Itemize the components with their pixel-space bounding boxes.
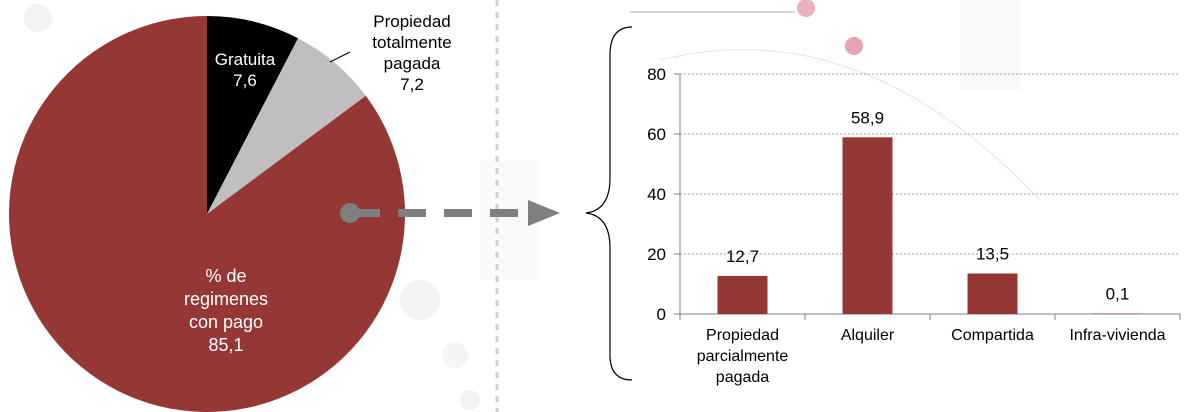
pie-slice-regimenes-con-pago: [9, 16, 406, 412]
y-tick-label: 40: [647, 185, 666, 204]
bar: [967, 273, 1018, 314]
pie-label-regimenes-con-pago: % de regimenes con pago 85,1: [184, 266, 268, 355]
pie-label-gratuita: Gratuita 7,6: [215, 50, 276, 90]
pie-label-propiedad-totalmente-pagada: Propiedad totalmente pagada 7,2: [372, 12, 451, 94]
bar-value-label: 58,9: [851, 108, 884, 127]
bar: [1092, 313, 1143, 314]
bar-value-label: 13,5: [976, 245, 1009, 264]
background-decoration: [24, 0, 1041, 410]
connector: [340, 200, 560, 226]
pie-chart: Gratuita 7,6 Propiedad totalmente pagada 7,2%…: [9, 12, 452, 412]
y-tick-label: 80: [647, 65, 666, 84]
connector-dot: [340, 203, 360, 223]
connector-arrowhead-icon: [528, 200, 560, 226]
y-tick-label: 20: [647, 245, 666, 264]
bar-chart: 0 20 40 60 80 12,7 Propiedad parcialmente pagada…: [647, 65, 1181, 386]
curly-brace: [585, 26, 633, 381]
y-tick-label: 60: [647, 125, 666, 144]
x-category-label: Alquiler: [841, 327, 895, 344]
bar: [717, 275, 768, 314]
x-category-label: Compartida: [951, 327, 1034, 344]
pie-slice-propiedad-totalmente-pagada: [207, 38, 366, 214]
pie-slice-gratuita: [207, 16, 299, 214]
bar-value-label: 0,1: [1106, 285, 1130, 304]
x-category-label: Infra-vivienda: [1069, 327, 1165, 344]
y-tick-label: 0: [657, 305, 666, 324]
pie-label-leader-line: [329, 51, 351, 63]
x-category-label: Propiedad parcialmente pagada: [697, 327, 789, 386]
bar-value-label: 12,7: [726, 247, 759, 266]
bar: [842, 137, 893, 314]
